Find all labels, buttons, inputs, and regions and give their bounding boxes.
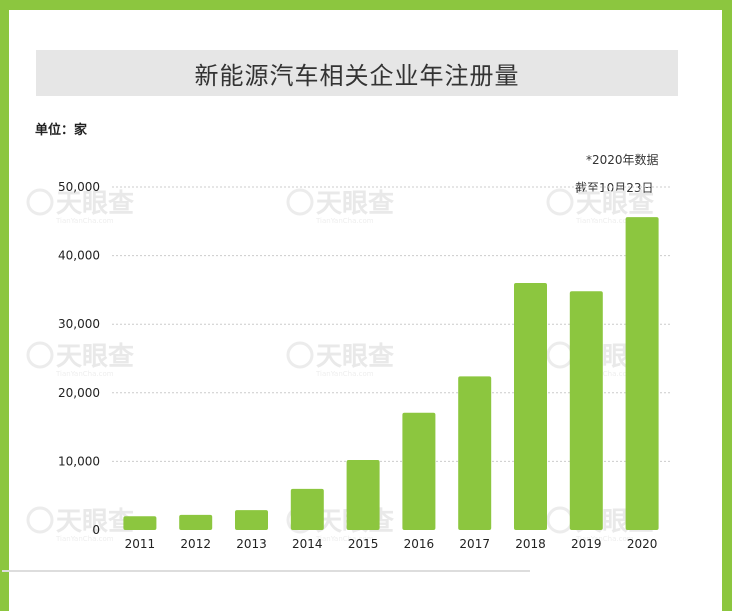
bar-2016 — [402, 412, 436, 530]
data-note-date: 截至10月23日 — [575, 181, 654, 195]
bars — [123, 217, 659, 530]
watermark-swirl-icon — [546, 506, 574, 534]
x-tick-label: 2014 — [292, 537, 323, 551]
watermark-swirl-icon — [546, 188, 574, 216]
watermark-text: 天眼查 — [56, 189, 134, 219]
watermark-url: TianYanCha.com — [55, 535, 114, 543]
watermark-url: TianYanCha.com — [55, 217, 114, 225]
watermark-url: TianYanCha.com — [575, 217, 634, 225]
watermark-swirl-icon — [26, 188, 54, 216]
y-tick-label: 20,000 — [58, 386, 100, 400]
x-tick-label: 2012 — [180, 537, 211, 551]
watermark-text: 天眼查 — [56, 507, 134, 537]
y-tick-label: 50,000 — [58, 180, 100, 194]
watermark-url: TianYanCha.com — [315, 370, 374, 378]
bar-2020 — [625, 217, 659, 530]
bar-2012 — [179, 514, 213, 530]
watermark-swirl-icon — [286, 188, 314, 216]
bar-2011 — [123, 516, 157, 530]
watermark-url: TianYanCha.com — [575, 370, 634, 378]
x-axis-ticks: 2011 2012 2013 2014 2015 2016 2017 2018 2019 2020 — [125, 537, 658, 551]
watermark-text: 天眼查 — [316, 189, 394, 219]
watermark-layer: 天眼查TianYanCha.com天眼查TianYanCha.com天眼查Tia… — [26, 188, 654, 543]
y-tick-label: 0 — [92, 523, 100, 537]
bar-2019 — [569, 291, 603, 530]
x-tick-label: 2017 — [459, 537, 490, 551]
watermark-text: 天眼查 — [576, 189, 654, 219]
x-tick-label: 2016 — [404, 537, 435, 551]
bar-2015 — [346, 460, 380, 530]
watermark-url: TianYanCha.com — [315, 535, 374, 543]
y-tick-label: 30,000 — [58, 317, 100, 331]
bar-2017 — [458, 376, 492, 530]
y-tick-label: 10,000 — [58, 454, 100, 468]
watermark-url: TianYanCha.com — [315, 217, 374, 225]
watermark-swirl-icon — [546, 341, 574, 369]
watermark-swirl-icon — [26, 341, 54, 369]
bar-2014 — [290, 488, 324, 530]
watermark-url: TianYanCha.com — [55, 370, 114, 378]
y-tick-label: 40,000 — [58, 249, 100, 263]
watermark-swirl-icon — [286, 341, 314, 369]
bar-2013 — [235, 510, 268, 530]
x-tick-label: 2019 — [571, 537, 602, 551]
data-note-year: *2020年数据 — [586, 153, 659, 167]
watermark-text: 天眼查 — [56, 342, 134, 372]
x-tick-label: 2011 — [125, 537, 156, 551]
y-axis-ticks: 0 10,000 20,000 30,000 40,000 50,000 — [58, 180, 100, 537]
divider — [2, 570, 530, 572]
watermark-text: 天眼查 — [316, 342, 394, 372]
watermark-url: TianYanCha.com — [575, 535, 634, 543]
x-tick-label: 2013 — [236, 537, 267, 551]
chart-title: 新能源汽车相关企业年注册量 — [194, 61, 520, 90]
x-tick-label: 2018 — [515, 537, 546, 551]
x-tick-label: 2015 — [348, 537, 379, 551]
unit-label: 单位：家 — [35, 123, 88, 138]
title-band: 新能源汽车相关企业年注册量 — [36, 50, 678, 96]
bar-2018 — [514, 283, 547, 530]
watermark-swirl-icon — [26, 506, 54, 534]
x-tick-label: 2020 — [627, 537, 658, 551]
